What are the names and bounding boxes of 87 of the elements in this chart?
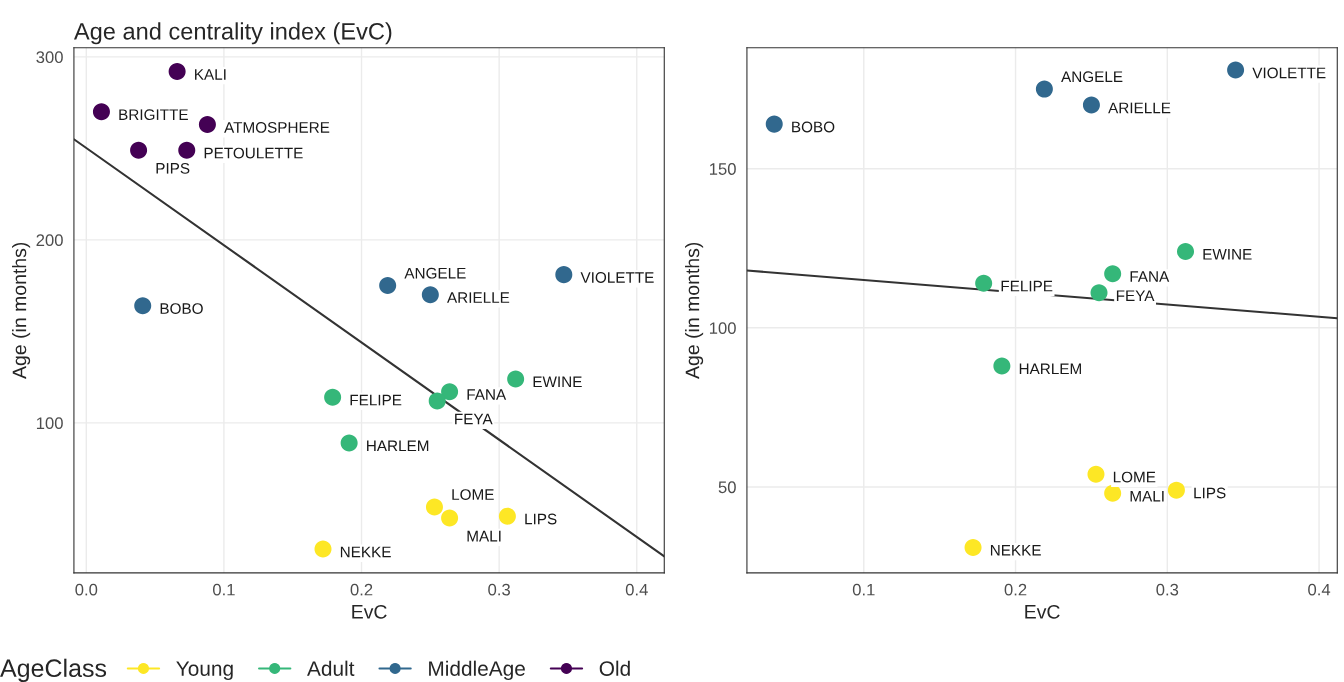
legend-label: MiddleAge [429, 660, 525, 681]
x-tick-label: 0.4 [625, 583, 648, 596]
annotation: PETOULETTE [204, 147, 303, 159]
x-tick-label: 0.3 [1156, 583, 1179, 596]
point [964, 538, 982, 556]
point [421, 286, 439, 304]
point [993, 357, 1011, 375]
chart-title: Age and centrality index (EvC) [73, 22, 392, 45]
annotation: PIPS [156, 162, 190, 174]
annotation: LIPS [525, 513, 557, 525]
annotation: LOME [452, 489, 494, 500]
annotation: FANA [467, 389, 507, 400]
point [765, 115, 783, 133]
annotation: EWINE [1203, 249, 1252, 260]
x-tick-label: 0.2 [350, 583, 373, 596]
annotation: ARIELLE [447, 292, 510, 303]
point [340, 434, 358, 452]
point [178, 141, 196, 159]
point [441, 509, 459, 527]
annotation: MALI [467, 530, 501, 542]
y-tick-label: 300 [36, 51, 63, 64]
x-axis-title: EvC [1025, 604, 1060, 619]
annotation: FEYA [1116, 290, 1155, 301]
legend-label: Young [176, 661, 233, 681]
point [1177, 242, 1195, 260]
x-tick-label: 0.2 [1004, 583, 1027, 596]
point [1082, 96, 1100, 114]
x-tick-label: 0.1 [852, 583, 875, 596]
legend-label: Adult [307, 660, 355, 676]
x-tick-label: 0.4 [1308, 583, 1331, 596]
point [130, 141, 148, 159]
annotation: HARLEM [367, 440, 429, 452]
point [324, 388, 342, 406]
annotation: FELIPE [1001, 280, 1053, 292]
point [198, 116, 216, 134]
annotation: BOBO [792, 121, 835, 133]
x-tick-label: 0.3 [488, 583, 510, 596]
x-axis-title: EvC [352, 604, 387, 619]
annotation: FEYA [455, 413, 493, 425]
point [1104, 265, 1122, 283]
x-tick-label: 0.1 [212, 583, 235, 596]
annotation: NEKKE [990, 545, 1041, 556]
point [975, 274, 993, 292]
point [379, 277, 397, 295]
point [1090, 284, 1108, 302]
y-tick-label: 200 [36, 234, 63, 247]
legend-title: AgeClass [0, 658, 107, 682]
annotation: EWINE [533, 376, 582, 388]
point [507, 370, 525, 388]
point [441, 383, 459, 401]
annotation: HARLEM [1019, 363, 1081, 375]
annotation: MALI [1130, 490, 1164, 502]
annotation: ATMOSPHERE [224, 122, 330, 133]
point [92, 103, 110, 121]
point [168, 63, 186, 81]
annotation: ANGELE [1061, 71, 1123, 83]
x-tick-label: 0.0 [75, 583, 98, 596]
point [314, 540, 332, 558]
annotation: BRIGITTE [119, 109, 188, 121]
point [555, 266, 573, 284]
point [428, 392, 446, 410]
annotation: LOME [1113, 471, 1156, 483]
y-tick-label: 100 [36, 417, 63, 430]
point [1104, 484, 1122, 502]
y-axis-title: Age (in months) [685, 242, 704, 379]
annotation: ARIELLE [1108, 102, 1171, 114]
annotation: ANGELE [404, 267, 466, 279]
annotation: KALI [195, 69, 226, 80]
y-axis-title: Age (in months) [12, 242, 31, 379]
point [1167, 481, 1185, 499]
point [1227, 61, 1245, 79]
annotation: BOBO [160, 303, 203, 314]
annotation: NEKKE [340, 546, 391, 558]
annotation: LIPS [1194, 487, 1226, 499]
annotation: VIOLETTE [1252, 67, 1326, 79]
point [425, 498, 443, 516]
legend-label: Old [599, 660, 630, 676]
y-tick-label: 50 [718, 481, 736, 494]
point [498, 507, 516, 525]
point [134, 297, 152, 315]
annotation: FANA [1130, 271, 1170, 282]
annotation: VIOLETTE [580, 272, 654, 283]
point [1035, 80, 1053, 98]
y-tick-label: 150 [709, 163, 736, 175]
point [1087, 465, 1105, 483]
annotation: FELIPE [350, 394, 402, 406]
y-tick-label: 100 [709, 322, 736, 335]
